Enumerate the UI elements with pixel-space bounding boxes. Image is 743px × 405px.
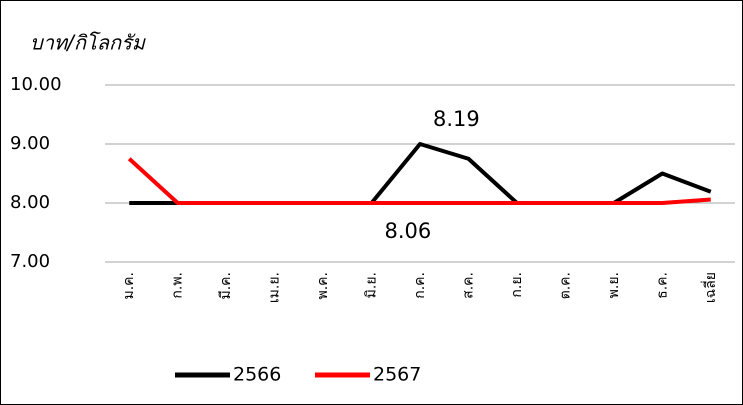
data-label: 8.19	[433, 107, 480, 131]
x-tick-label: ส.ค.	[460, 272, 476, 299]
y-tick-label: 9.00	[10, 133, 50, 154]
x-tick-label: พ.ย.	[606, 272, 622, 298]
x-tick-label: ม.ค.	[121, 272, 137, 300]
x-tick-label: ธ.ค.	[654, 272, 670, 299]
x-tick-label: พ.ค.	[315, 272, 331, 300]
x-tick-label: มิ.ย.	[364, 272, 380, 298]
y-tick-label: 10.00	[10, 74, 62, 95]
x-tick-label: เม.ย.	[267, 272, 283, 303]
legend-label: 2567	[373, 364, 421, 386]
x-tick-label: ต.ค.	[557, 272, 573, 299]
y-axis-label: บาท/กิโลกรัม	[30, 31, 147, 55]
x-tick-label: ก.พ.	[170, 272, 186, 299]
x-tick-label: ก.ย.	[509, 272, 525, 298]
x-tick-label: เฉลี่ย	[701, 272, 719, 303]
series-line	[127, 157, 711, 205]
data-label: 8.06	[385, 219, 432, 243]
x-tick-label: มี.ค.	[218, 272, 234, 300]
legend-label: 2566	[233, 364, 281, 386]
y-tick-label: 7.00	[10, 251, 50, 272]
y-tick-label: 8.00	[10, 192, 50, 213]
x-tick-label: ก.ค.	[412, 272, 428, 299]
